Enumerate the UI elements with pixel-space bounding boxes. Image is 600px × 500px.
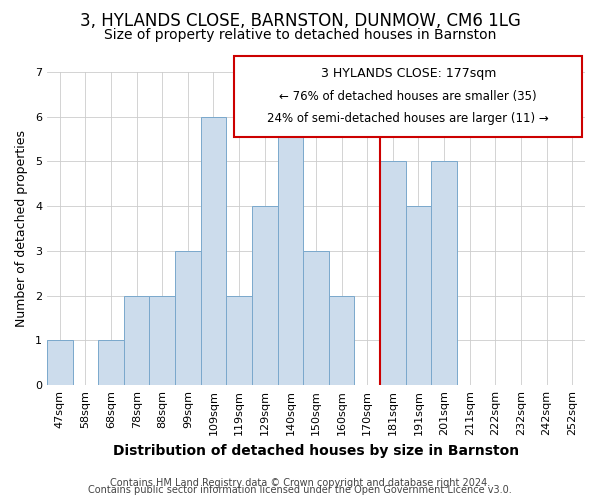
Text: Contains HM Land Registry data © Crown copyright and database right 2024.: Contains HM Land Registry data © Crown c…	[110, 478, 490, 488]
Text: 3 HYLANDS CLOSE: 177sqm: 3 HYLANDS CLOSE: 177sqm	[320, 68, 496, 80]
Bar	[406, 206, 431, 385]
Bar	[252, 206, 278, 385]
Text: Contains public sector information licensed under the Open Government Licence v3: Contains public sector information licen…	[88, 485, 512, 495]
Bar	[278, 116, 303, 385]
Bar	[124, 296, 149, 385]
Bar	[380, 162, 406, 385]
Bar	[431, 162, 457, 385]
Text: 24% of semi-detached houses are larger (11) →: 24% of semi-detached houses are larger (…	[268, 112, 549, 126]
Bar	[47, 340, 73, 385]
Text: ← 76% of detached houses are smaller (35): ← 76% of detached houses are smaller (35…	[280, 90, 537, 103]
Bar	[303, 251, 329, 385]
Bar	[175, 251, 200, 385]
Bar	[149, 296, 175, 385]
Text: Size of property relative to detached houses in Barnston: Size of property relative to detached ho…	[104, 28, 496, 42]
X-axis label: Distribution of detached houses by size in Barnston: Distribution of detached houses by size …	[113, 444, 519, 458]
Text: 3, HYLANDS CLOSE, BARNSTON, DUNMOW, CM6 1LG: 3, HYLANDS CLOSE, BARNSTON, DUNMOW, CM6 …	[80, 12, 520, 30]
Bar	[226, 296, 252, 385]
Bar	[98, 340, 124, 385]
Bar	[200, 116, 226, 385]
Y-axis label: Number of detached properties: Number of detached properties	[15, 130, 28, 327]
FancyBboxPatch shape	[234, 56, 583, 136]
Bar	[329, 296, 355, 385]
